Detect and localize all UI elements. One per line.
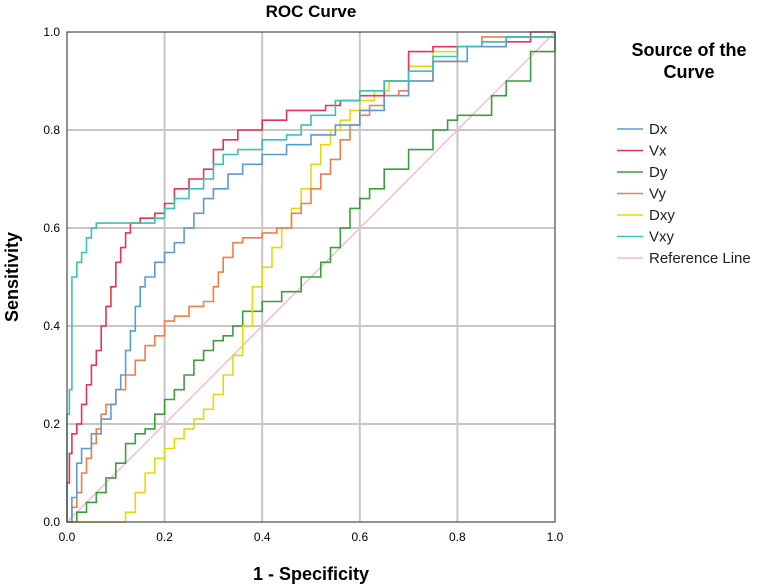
legend-label: Vx — [649, 143, 667, 160]
legend-item-vx: Vx — [617, 143, 667, 160]
plot-area — [66, 31, 556, 523]
legend-item-dx: Dx — [617, 121, 668, 138]
series-line-dxy — [67, 32, 556, 523]
x-tick-label: 0.8 — [449, 530, 466, 544]
series-line-vxy — [66, 32, 556, 522]
y-tick-label: 1.0 — [43, 25, 60, 39]
legend-item-vxy: Vxy — [617, 229, 675, 246]
x-axis-ticks: 0.0 0.2 0.4 0.6 0.8 1.0 — [59, 530, 564, 544]
legend-label: Reference Line — [649, 250, 751, 267]
legend-label: Vy — [649, 186, 666, 203]
x-tick-label: 1.0 — [547, 530, 564, 544]
chart-title: ROC Curve — [266, 2, 357, 21]
y-axis-label: Sensitivity — [2, 232, 22, 322]
x-tick-label: 0.6 — [351, 530, 368, 544]
y-tick-label: 0.0 — [43, 515, 60, 529]
y-axis-ticks: 0.0 0.2 0.4 0.6 0.8 1.0 — [43, 25, 60, 529]
legend: Source of the Curve Dx Vx Dy Vy Dxy Vxy Referen… — [617, 40, 751, 267]
legend-items: Dx Vx Dy Vy Dxy Vxy Reference Line — [617, 121, 751, 267]
legend-label: Dy — [649, 164, 668, 181]
legend-item-dy: Dy — [617, 164, 668, 181]
series-lines — [66, 31, 556, 523]
y-tick-label: 0.4 — [43, 319, 60, 333]
legend-label: Vxy — [649, 229, 675, 246]
plot-frame — [66, 31, 556, 523]
x-tick-label: 0.2 — [156, 530, 173, 544]
legend-label: Dxy — [649, 207, 675, 224]
legend-item-vy: Vy — [617, 186, 666, 203]
y-tick-label: 0.2 — [43, 417, 60, 431]
legend-label: Dx — [649, 121, 668, 138]
y-tick-label: 0.8 — [43, 123, 60, 137]
series-line-dx — [67, 32, 556, 523]
legend-item-dxy: Dxy — [617, 207, 675, 224]
x-tick-label: 0.4 — [254, 530, 271, 544]
x-tick-label: 0.0 — [59, 530, 76, 544]
x-axis-label: 1 - Specificity — [253, 564, 369, 584]
y-tick-label: 0.6 — [43, 221, 60, 235]
legend-item-reference-line: Reference Line — [617, 250, 751, 267]
legend-title: Source of the Curve — [631, 40, 746, 82]
